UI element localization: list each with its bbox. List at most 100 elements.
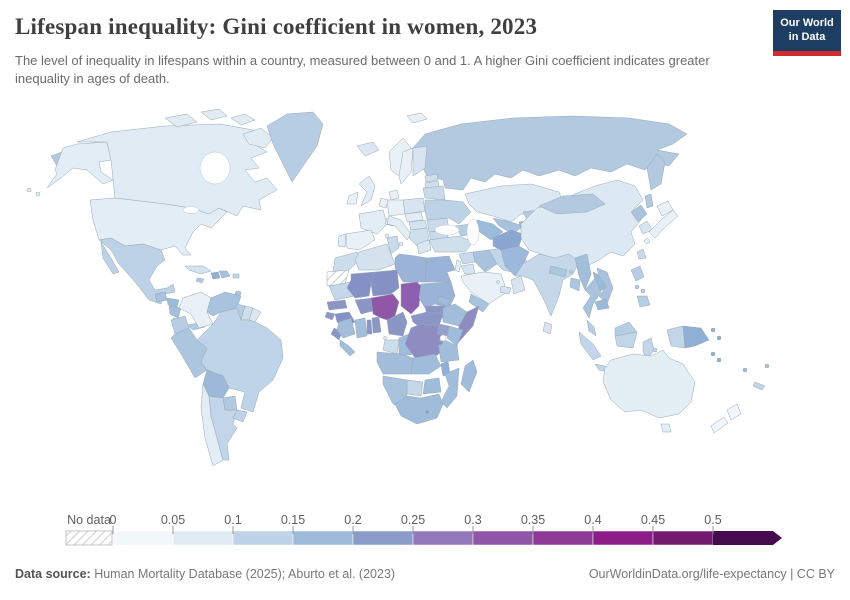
country-australia[interactable] (602, 349, 696, 419)
country-lebanon-israel[interactable] (454, 259, 462, 273)
country-saudi-arabia[interactable] (460, 271, 508, 305)
country-estonia[interactable] (424, 173, 439, 183)
country-yemen[interactable] (468, 293, 490, 313)
country-taiwan[interactable] (636, 248, 647, 260)
country-zimbabwe[interactable] (422, 377, 442, 395)
country-niger[interactable] (370, 269, 400, 297)
country-greenland[interactable] (266, 111, 324, 183)
country-germany[interactable] (386, 199, 406, 217)
country-tanzania[interactable] (438, 339, 460, 363)
country-malaysia-peninsular[interactable] (586, 319, 597, 337)
country-egypt[interactable] (424, 255, 456, 283)
aleutian-islands[interactable] (26, 187, 32, 193)
country-mexico-baja[interactable] (100, 241, 120, 275)
country-eritrea[interactable] (437, 295, 452, 307)
country-myanmar[interactable] (574, 253, 592, 291)
country-portugal[interactable] (337, 233, 347, 248)
legend-bin-4[interactable] (352, 530, 414, 546)
country-vanuatu[interactable] (742, 367, 748, 373)
country-togo[interactable] (366, 319, 373, 335)
country-qatar[interactable] (496, 280, 500, 284)
country-north-korea[interactable] (630, 204, 648, 223)
country-mexico[interactable] (98, 237, 176, 305)
country-puerto-rico[interactable] (232, 273, 240, 279)
country-poland[interactable] (402, 197, 426, 215)
country-zambia[interactable] (410, 353, 442, 375)
country-svalbard[interactable] (406, 112, 428, 124)
country-indonesia-maluku1[interactable] (652, 347, 658, 353)
country-indonesia-sumatra[interactable] (578, 331, 602, 361)
country-indonesia-papua[interactable] (666, 325, 686, 349)
country-lesotho[interactable] (425, 410, 429, 414)
country-indonesia-kalimantan[interactable] (614, 331, 638, 349)
country-thailand[interactable] (582, 277, 602, 319)
country-dominican-republic[interactable] (218, 270, 231, 279)
country-india[interactable] (514, 253, 580, 317)
legend-bin-0[interactable] (112, 530, 174, 546)
country-liberia[interactable] (339, 339, 356, 357)
legend-bin-6[interactable] (472, 530, 534, 546)
country-somalia[interactable] (456, 305, 480, 345)
country-benin[interactable] (371, 316, 382, 334)
country-france[interactable] (358, 209, 388, 235)
country-italy[interactable] (386, 215, 412, 241)
country-solomon1[interactable] (710, 351, 716, 357)
country-fiji[interactable] (764, 363, 770, 369)
aleutian-islands2[interactable] (35, 191, 41, 197)
country-png-island1[interactable] (710, 327, 716, 333)
country-libya[interactable] (394, 253, 428, 283)
legend-bin-1[interactable] (172, 530, 234, 546)
country-netherlands-belgium[interactable] (378, 197, 389, 209)
country-ivory-coast[interactable] (336, 317, 356, 339)
country-belarus[interactable] (422, 185, 446, 201)
country-greece[interactable] (416, 239, 432, 255)
country-ghana[interactable] (354, 317, 368, 339)
country-japan-honshu[interactable] (648, 209, 679, 239)
country-philippines-visayas2[interactable] (640, 288, 646, 294)
country-new-caledonia[interactable] (752, 381, 766, 391)
country-iceland[interactable] (356, 141, 380, 157)
legend-bin-arrow[interactable] (713, 531, 782, 545)
country-kuwait[interactable] (486, 267, 490, 271)
country-angola[interactable] (376, 351, 414, 375)
country-tunisia[interactable] (386, 235, 400, 255)
country-chad[interactable] (400, 281, 422, 315)
country-sweden[interactable] (398, 147, 414, 185)
country-png-island2[interactable] (716, 335, 722, 341)
country-sardinia[interactable] (384, 233, 390, 239)
country-haiti[interactable] (210, 271, 221, 280)
country-brazil[interactable] (196, 307, 284, 413)
country-mozambique[interactable] (440, 367, 460, 409)
country-syria[interactable] (458, 251, 476, 265)
country-turkey[interactable] (428, 235, 474, 253)
country-canada-baffin[interactable] (242, 127, 274, 149)
country-south-africa[interactable] (394, 393, 444, 425)
country-uzbekistan[interactable] (492, 217, 524, 235)
country-morocco[interactable] (332, 251, 360, 273)
country-nz-north[interactable] (726, 403, 742, 421)
country-paraguay[interactable] (222, 395, 238, 411)
country-uganda[interactable] (436, 323, 450, 337)
country-honduras[interactable] (166, 297, 180, 308)
country-ukraine[interactable] (424, 199, 472, 225)
country-sri-lanka[interactable] (542, 321, 553, 335)
country-jordan[interactable] (460, 263, 476, 275)
country-uae[interactable] (499, 285, 512, 295)
country-spain[interactable] (345, 229, 376, 251)
country-ireland[interactable] (346, 191, 359, 205)
country-russia[interactable] (412, 115, 688, 191)
country-cameroon[interactable] (386, 311, 408, 337)
country-gabon[interactable] (382, 339, 400, 355)
country-russia-sakhalin[interactable] (644, 193, 654, 209)
legend-bin-8[interactable] (592, 530, 654, 546)
owid-link[interactable]: OurWorldinData.org/life-expectancy (588, 567, 787, 581)
country-canada-island1[interactable] (164, 113, 198, 128)
owid-logo[interactable]: Our World in Data (773, 10, 841, 56)
legend-bin-5[interactable] (412, 530, 474, 546)
world-map[interactable] (15, 108, 840, 503)
country-guinea-bissau[interactable] (324, 311, 336, 321)
country-philippines-luzon[interactable] (630, 265, 645, 282)
legend-bin-7[interactable] (532, 530, 594, 546)
country-iraq[interactable] (472, 249, 498, 273)
country-canada-island2[interactable] (200, 108, 228, 121)
